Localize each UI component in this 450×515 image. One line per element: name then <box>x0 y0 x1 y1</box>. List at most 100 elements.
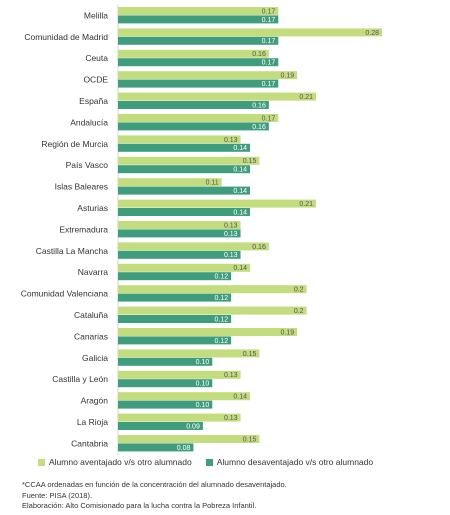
data-label: 0.13 <box>224 372 238 379</box>
data-label: 0.17 <box>262 81 276 88</box>
data-label: 0.10 <box>196 381 210 388</box>
bar-advantaged <box>118 306 307 315</box>
legend-swatch-disadvantaged <box>205 458 213 466</box>
category-label: Navarra <box>78 267 109 277</box>
bar-advantaged <box>118 392 250 401</box>
bar-advantaged <box>118 221 241 229</box>
data-label: 0.08 <box>177 445 191 452</box>
bar-disadvantaged <box>118 379 213 388</box>
category-label: Melilla <box>84 10 108 20</box>
category-label: Ceuta <box>85 53 108 63</box>
data-label: 0.17 <box>262 38 276 45</box>
bar-advantaged <box>118 242 269 251</box>
bar-disadvantaged <box>118 336 232 345</box>
category-label: Canarias <box>74 331 108 341</box>
category-label: Castilla y León <box>52 374 108 384</box>
category-label: Comunidad Valenciana <box>21 289 109 299</box>
bar-advantaged <box>118 328 298 336</box>
bar-advantaged <box>118 114 279 122</box>
category-label: OCDE <box>83 75 108 85</box>
data-label: 0.12 <box>215 274 229 281</box>
bar-disadvantaged <box>118 186 250 195</box>
bar-advantaged <box>118 156 260 165</box>
bar-advantaged <box>118 349 260 358</box>
bar-disadvantaged <box>118 272 232 281</box>
category-label: Región de Murcia <box>41 139 108 149</box>
bar-advantaged <box>118 178 222 187</box>
category-label: Aragón <box>81 396 109 406</box>
bar-disadvantaged <box>118 315 232 323</box>
data-label: 0.13 <box>224 231 238 238</box>
bar-chart: Melilla 0.17 0.17 Comunidad de Madrid 0.28 0.… <box>21 5 382 455</box>
bar-disadvantaged <box>118 58 279 67</box>
legend-label-disadvantaged: Alumno desaventajado v/s otro alumnado <box>216 457 374 467</box>
bar-advantaged <box>118 435 260 443</box>
category-label: Castilla La Mancha <box>36 246 109 256</box>
data-label: 0.21 <box>299 94 313 101</box>
data-label: 0.14 <box>233 188 247 195</box>
bar-disadvantaged <box>118 122 269 131</box>
bar-advantaged <box>118 413 241 422</box>
data-label: 0.14 <box>233 167 247 174</box>
data-label: 0.13 <box>224 137 238 144</box>
bar-advantaged <box>118 7 279 15</box>
chart-notes: *CCAA ordenadas en función de la concent… <box>22 480 287 512</box>
data-label: 0.17 <box>262 8 276 15</box>
category-label: Comunidad de Madrid <box>24 32 108 42</box>
bar-disadvantaged <box>118 143 250 152</box>
category-label: Andalucía <box>70 117 108 127</box>
bar-disadvantaged <box>118 400 213 409</box>
data-label: 0.10 <box>196 402 210 409</box>
data-label: 0.15 <box>243 158 257 165</box>
data-label: 0.16 <box>252 102 266 109</box>
bar-advantaged <box>118 370 241 379</box>
bar-disadvantaged <box>118 165 250 174</box>
data-label: 0.10 <box>196 359 210 366</box>
data-label: 0.15 <box>243 436 257 443</box>
category-label: Asturias <box>77 203 108 213</box>
data-label: 0.13 <box>224 252 238 259</box>
bar-advantaged <box>118 92 316 101</box>
data-label: 0.12 <box>215 316 229 323</box>
bar-disadvantaged <box>118 15 279 24</box>
data-label: 0.17 <box>262 17 276 24</box>
data-label: 0.21 <box>299 201 313 208</box>
legend-label-advantaged: Alumno aventajado v/s otro alumnado <box>49 457 192 467</box>
data-label: 0.14 <box>233 209 247 216</box>
data-label: 0.17 <box>262 60 276 67</box>
category-label: Extremadura <box>59 224 108 234</box>
data-label: 0.2 <box>294 308 304 315</box>
data-label: 0.13 <box>224 222 238 229</box>
bar-disadvantaged <box>118 208 250 216</box>
data-label: 0.11 <box>206 180 219 187</box>
bar-disadvantaged <box>118 229 241 238</box>
data-label: 0.19 <box>281 73 295 80</box>
note-credits: Elaboración: Alto Comisionado para la lu… <box>22 501 257 510</box>
data-label: 0.28 <box>365 30 379 37</box>
data-label: 0.15 <box>243 351 257 358</box>
data-label: 0.13 <box>224 415 238 422</box>
note-source: Fuente: PISA (2018). <box>22 490 93 500</box>
legend-item-disadvantaged: Alumno desaventajado v/s otro alumnado <box>205 457 374 467</box>
data-label: 0.14 <box>233 394 247 401</box>
bar-advantaged <box>118 263 250 272</box>
bar-advantaged <box>118 49 269 58</box>
category-label: La Rioja <box>77 417 108 427</box>
bar-disadvantaged <box>118 357 213 366</box>
bar-disadvantaged <box>118 422 203 430</box>
bar-advantaged <box>118 71 298 80</box>
category-label: Cantabria <box>71 438 108 448</box>
data-label: 0.17 <box>262 115 276 122</box>
legend-swatch-advantaged <box>38 458 45 466</box>
data-label: 0.16 <box>252 124 266 131</box>
bar-disadvantaged <box>118 250 241 259</box>
legend-item-advantaged: Alumno aventajado v/s otro alumnado <box>38 457 192 467</box>
data-label: 0.16 <box>252 244 266 251</box>
data-label: 0.14 <box>233 265 247 272</box>
bar-advantaged <box>118 28 382 37</box>
category-label: Islas Baleares <box>55 182 108 192</box>
data-label: 0.2 <box>294 287 304 294</box>
data-label: 0.19 <box>281 329 295 336</box>
category-label: Cataluña <box>74 310 108 320</box>
data-label: 0.16 <box>252 51 266 58</box>
